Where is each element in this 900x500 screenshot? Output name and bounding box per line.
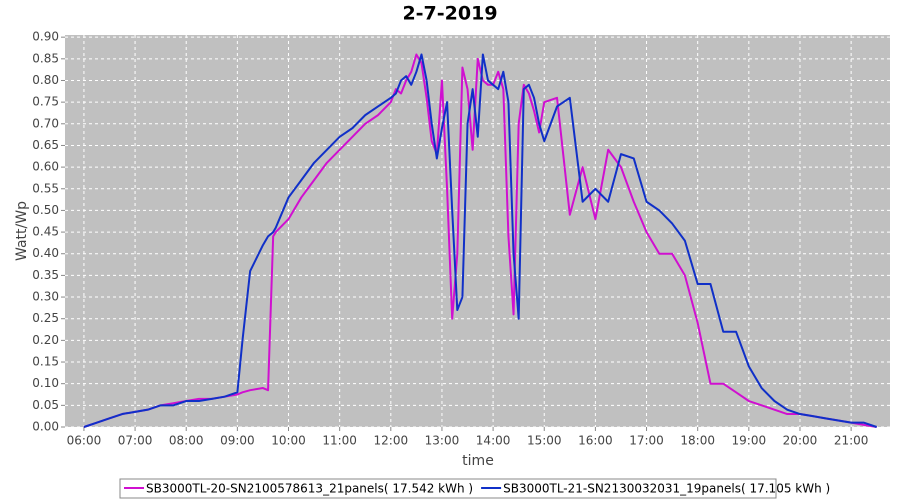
- y-tick-label: 0.90: [32, 30, 59, 44]
- x-tick-label: 14:00: [476, 434, 511, 448]
- legend-label: SB3000TL-20-SN2100578613_21panels( 17.54…: [146, 482, 473, 496]
- x-tick-label: 20:00: [783, 434, 818, 448]
- x-tick-label: 08:00: [169, 434, 204, 448]
- x-tick-label: 06:00: [67, 434, 102, 448]
- y-tick-label: 0.35: [32, 268, 59, 282]
- y-tick-label: 0.25: [32, 311, 59, 325]
- series-line: [83, 53, 878, 428]
- y-tick-label: 0.80: [32, 73, 59, 87]
- y-tick-label: 0.50: [32, 203, 59, 217]
- y-tick-label: 0.45: [32, 225, 59, 239]
- x-tick-label: 07:00: [118, 434, 153, 448]
- x-tick-label: 15:00: [527, 434, 562, 448]
- x-tick-label: 09:00: [220, 434, 255, 448]
- x-tick-label: 11:00: [322, 434, 357, 448]
- plot-area: [65, 35, 890, 427]
- y-axis-label: Watt/Wp: [14, 201, 30, 261]
- y-tick-label: 0.65: [32, 138, 59, 152]
- legend: [119, 478, 777, 499]
- y-tick-label: 0.05: [32, 398, 59, 412]
- y-tick-label: 0.55: [32, 181, 59, 195]
- x-tick-label: 17:00: [629, 434, 664, 448]
- x-tick-label: 10:00: [271, 434, 306, 448]
- legend-label: SB3000TL-21-SN2130032031_19panels( 17.10…: [503, 482, 830, 496]
- y-tick-label: 0.40: [32, 246, 59, 260]
- x-tick-label: 19:00: [732, 434, 767, 448]
- y-tick-label: 0.15: [32, 355, 59, 369]
- series-line: [83, 53, 877, 428]
- x-axis-label: time: [462, 453, 494, 469]
- y-tick-label: 0.30: [32, 290, 59, 304]
- y-tick-label: 0.10: [32, 376, 59, 390]
- y-tick-label: 0.70: [32, 116, 59, 130]
- y-tick-label: 0.20: [32, 333, 59, 347]
- x-tick-label: 12:00: [374, 434, 409, 448]
- y-tick-label: 0.85: [32, 51, 59, 65]
- x-tick-label: 18:00: [680, 434, 715, 448]
- x-tick-label: 21:00: [834, 434, 869, 448]
- x-tick-label: 16:00: [578, 434, 613, 448]
- y-tick-label: 0.00: [32, 420, 59, 434]
- y-tick-label: 0.60: [32, 160, 59, 174]
- y-tick-label: 0.75: [32, 95, 59, 109]
- chart-title: 2-7-2019: [402, 3, 497, 25]
- x-tick-label: 13:00: [425, 434, 460, 448]
